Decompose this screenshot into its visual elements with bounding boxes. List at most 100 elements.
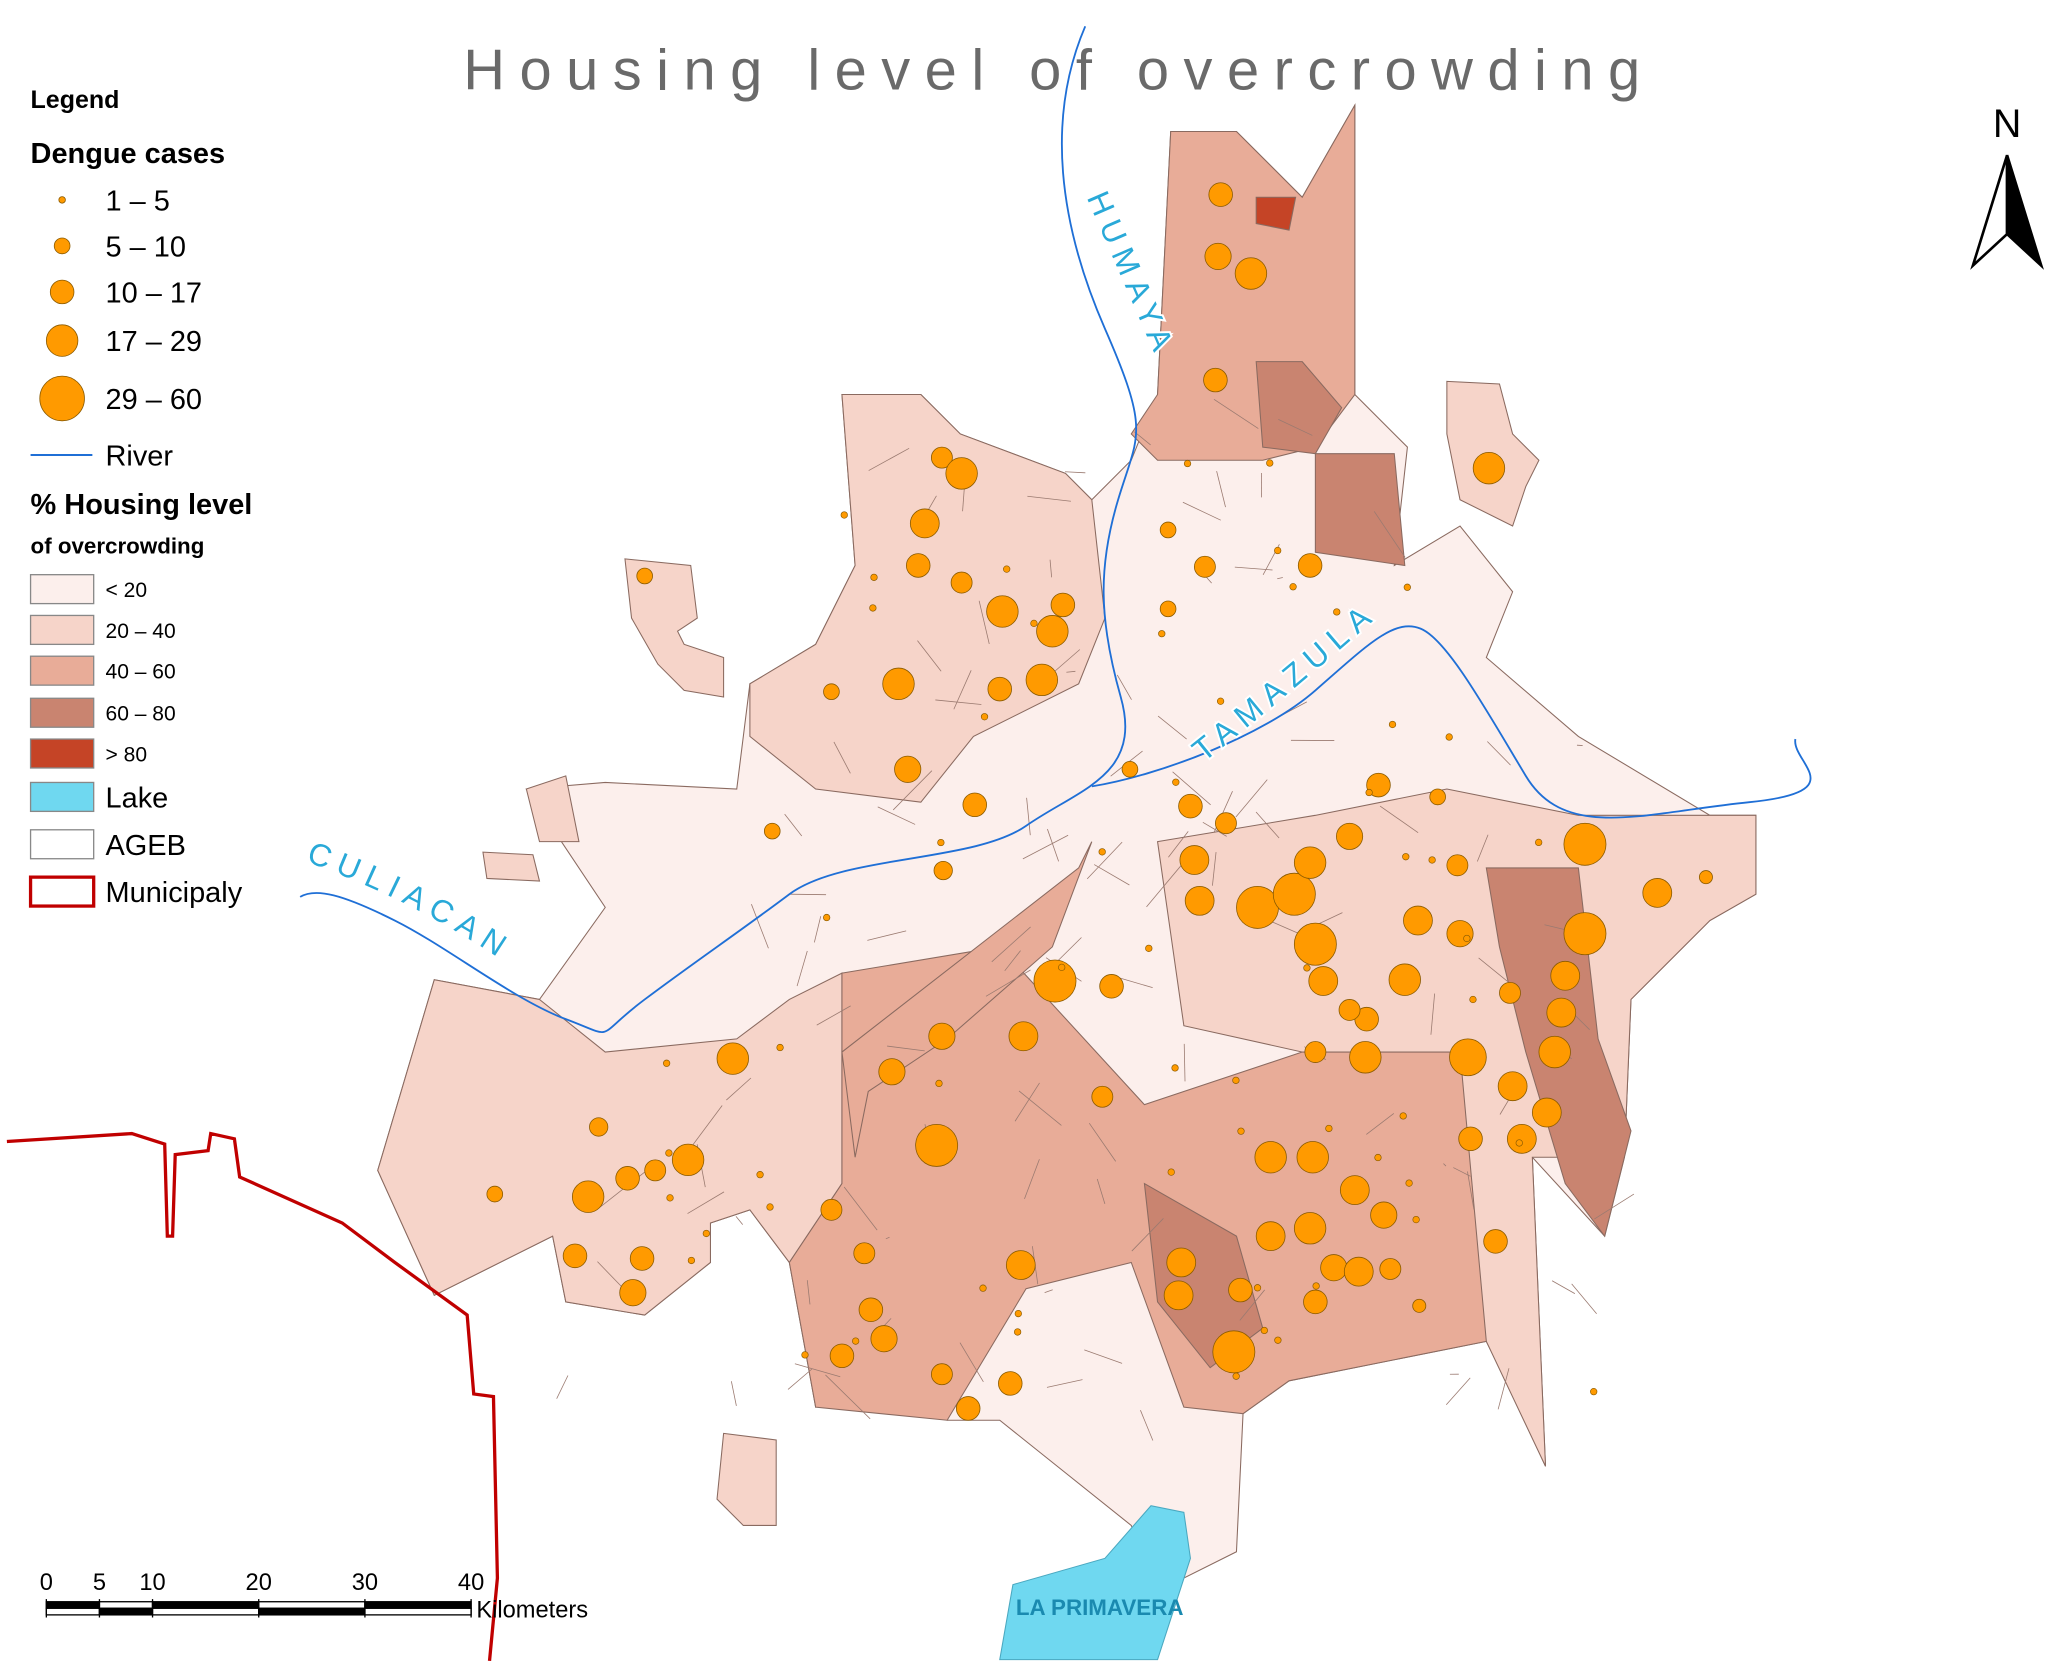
dengue-point [666, 1194, 674, 1202]
legend-title: Legend [31, 86, 120, 114]
ageb-boundary [1084, 1349, 1123, 1364]
dengue-point [1005, 1250, 1036, 1280]
dengue-point [1303, 964, 1311, 972]
ageb-boundary [985, 969, 1031, 997]
dengue-point [1446, 920, 1474, 948]
north-arrow [2005, 154, 2044, 270]
dengue-point [930, 1363, 953, 1386]
dengue-point [486, 1185, 504, 1203]
dengue-point [1370, 1201, 1398, 1229]
ageb-boundary [1278, 418, 1313, 436]
ageb-class-area [841, 841, 1093, 1158]
dengue-point [823, 913, 831, 922]
ageb-boundary [1453, 1167, 1471, 1177]
dengue-point [1463, 934, 1471, 943]
dengue-point [1538, 1035, 1571, 1069]
legend-label: Municipaly [106, 877, 243, 909]
legend-label: 10 – 17 [106, 277, 203, 309]
dengue-point [928, 1022, 956, 1050]
dengue-point [987, 676, 1012, 702]
ageb-boundary [1487, 741, 1511, 766]
ageb-class-area [1314, 453, 1406, 567]
ageb-boundary [687, 1191, 725, 1214]
dengue-point [870, 573, 878, 581]
dengue-point [1179, 845, 1210, 875]
dengue-point [1003, 565, 1011, 573]
river [299, 25, 1138, 1033]
dengue-point [763, 822, 781, 840]
ageb-boundary [885, 1236, 890, 1240]
ageb-boundary [1366, 1113, 1395, 1135]
ageb-boundary [825, 1374, 871, 1420]
dengue-point [1178, 793, 1203, 819]
ageb-boundary [1476, 834, 1489, 862]
dengue-point [905, 553, 931, 578]
dengue-point [1388, 720, 1397, 729]
scale-segment [258, 1607, 366, 1616]
ageb-boundary [726, 1077, 752, 1101]
dengue-point [1412, 1215, 1420, 1224]
ageb-class-area [749, 393, 1106, 803]
dengue-point [1025, 663, 1059, 697]
dengue-point [1535, 838, 1543, 846]
dengue-point [882, 667, 915, 700]
ageb-boundary [1234, 566, 1273, 571]
ageb-boundary [1116, 674, 1132, 700]
legend-symbol [39, 375, 85, 422]
dengue-point [1469, 995, 1477, 1004]
dengue-point [687, 1256, 696, 1265]
dengue-point [1215, 812, 1237, 835]
dengue-point [1036, 615, 1069, 648]
legend-swatch [29, 614, 95, 646]
legend-label: 20 – 40 [106, 620, 176, 643]
lake-area [999, 1505, 1191, 1661]
dengue-point [823, 683, 840, 700]
ageb-boundary [1235, 779, 1268, 818]
dengue-point [1203, 367, 1228, 393]
ageb-area [525, 775, 580, 843]
dengue-point [1099, 974, 1124, 999]
dengue-point [869, 604, 877, 612]
legend-symbol [53, 237, 71, 255]
dengue-point [1121, 761, 1139, 778]
scale-segment [364, 1607, 472, 1616]
river [1091, 625, 1812, 819]
legend-label: 5 – 10 [106, 231, 186, 263]
scale-tick-label: 40 [458, 1570, 484, 1596]
ageb-boundary [1277, 577, 1283, 580]
legend-swatch [29, 655, 95, 686]
ageb-area [624, 558, 725, 698]
dengue-point [1445, 733, 1453, 741]
ageb-boundary [917, 640, 942, 672]
dengue-point [1014, 1328, 1022, 1336]
dengue-point [878, 1058, 906, 1086]
dengue-point [1098, 848, 1106, 856]
dengue-point [1405, 1179, 1413, 1187]
ageb-boundary [1065, 471, 1086, 474]
ageb-boundary [1022, 834, 1069, 860]
ageb-boundary [978, 600, 990, 645]
ageb-boundary [887, 1045, 925, 1052]
ageb-boundary [730, 1381, 737, 1406]
dengue-point [1293, 922, 1337, 966]
ageb-boundary [1317, 912, 1343, 925]
ageb-boundary [751, 904, 769, 949]
ageb-boundary [991, 926, 1031, 963]
ageb-boundary [1018, 1090, 1062, 1126]
dengue-point [1204, 242, 1232, 270]
scale-tick-label: 30 [352, 1570, 378, 1596]
ageb-boundary [1497, 1368, 1510, 1410]
dengue-point [820, 1198, 843, 1221]
ageb-boundary [1430, 993, 1436, 1035]
ageb-class-area [1255, 196, 1297, 231]
dengue-point [1253, 1284, 1262, 1292]
ageb-boundary [1094, 864, 1130, 886]
legend-swatch [29, 781, 95, 813]
legend-label: > 80 [106, 743, 148, 766]
lake-label: LA PRIMAVERA [1016, 1595, 1184, 1620]
scale-segment [98, 1601, 154, 1609]
ageb-boundary [1026, 797, 1031, 836]
dengue-point [1412, 1298, 1427, 1313]
ageb-boundary [1182, 501, 1221, 521]
legend-symbol [49, 279, 75, 305]
